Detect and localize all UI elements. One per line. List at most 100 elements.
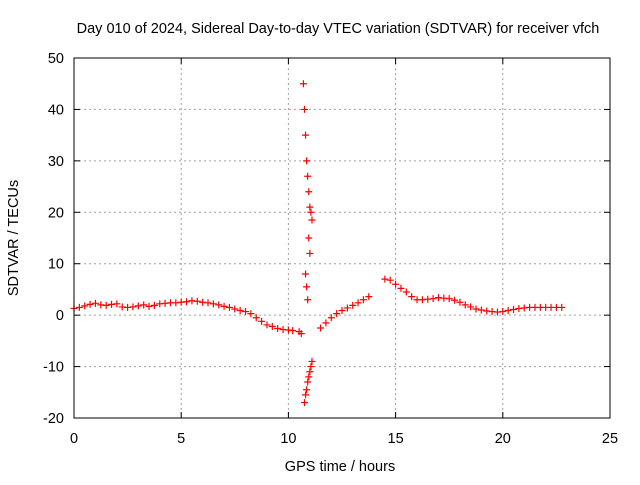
data-point [333, 310, 341, 318]
data-point [558, 303, 566, 311]
data-point [499, 308, 507, 316]
data-point [408, 293, 416, 301]
data-point [365, 293, 373, 301]
data-point [303, 386, 311, 394]
data-point [504, 307, 512, 315]
data-point [397, 284, 405, 292]
data-point [304, 172, 312, 180]
data-point [113, 300, 121, 308]
data-point [451, 296, 459, 304]
data-point [268, 322, 276, 330]
data-point [300, 399, 308, 407]
points-layer [70, 80, 566, 407]
data-point [510, 305, 518, 313]
data-point [343, 304, 351, 312]
data-point [258, 317, 266, 325]
x-tick-label: 15 [388, 431, 404, 447]
data-point [386, 276, 394, 284]
data-point [209, 300, 217, 308]
data-point [305, 373, 313, 381]
data-point [302, 391, 310, 399]
data-point [86, 300, 94, 308]
data-point [472, 305, 480, 313]
data-point [392, 280, 400, 288]
data-point [359, 296, 367, 304]
data-point [429, 295, 437, 303]
data-point [467, 303, 475, 311]
y-axis-label: SDTVAR / TECUs [6, 180, 22, 296]
data-point [306, 249, 314, 257]
data-point [317, 324, 325, 332]
data-point [307, 208, 315, 216]
data-point [289, 327, 297, 335]
ticks-layer: 0 5 10 15 20 25 -20 -10 0 10 20 30 40 50 [43, 51, 618, 447]
data-point [183, 298, 191, 306]
data-point [308, 357, 316, 365]
data-point [274, 325, 282, 333]
data-point [302, 131, 310, 139]
data-point [247, 310, 255, 318]
x-tick-label: 0 [70, 431, 78, 447]
y-tick-label: 30 [48, 154, 64, 170]
data-point [150, 301, 158, 309]
grid-layer [74, 58, 610, 418]
data-point [134, 302, 142, 310]
data-point [308, 216, 316, 224]
data-point [236, 307, 244, 315]
data-point [306, 368, 314, 376]
y-tick-label: 10 [48, 257, 64, 273]
data-point [354, 299, 362, 307]
y-tick-label: 40 [48, 102, 64, 118]
data-point [299, 80, 307, 88]
data-point [304, 378, 312, 386]
data-point [215, 301, 223, 309]
data-point [297, 330, 305, 338]
data-point [307, 363, 315, 371]
data-point [252, 314, 260, 322]
y-tick-label: 50 [48, 51, 64, 67]
data-point [263, 321, 271, 329]
data-point [402, 288, 410, 296]
data-point [300, 105, 308, 113]
x-axis-label: GPS time / hours [285, 459, 395, 475]
x-tick-label: 5 [177, 431, 185, 447]
x-tick-label: 10 [280, 431, 296, 447]
data-point [305, 234, 313, 242]
data-point [302, 270, 310, 278]
y-tick-label: 20 [48, 205, 64, 221]
data-point [91, 299, 99, 307]
data-point [349, 301, 357, 309]
data-point [81, 302, 89, 310]
y-tick-label: 0 [56, 308, 64, 324]
data-point [231, 305, 239, 313]
y-tick-label: -10 [43, 360, 64, 376]
plot-frame [73, 57, 611, 419]
x-tick-label: 25 [602, 431, 618, 447]
data-point [140, 301, 148, 309]
x-tick-label: 20 [495, 431, 511, 447]
data-point [305, 188, 313, 196]
data-point [303, 283, 311, 291]
data-point [304, 296, 312, 304]
data-point [306, 203, 314, 211]
data-point [129, 303, 137, 311]
data-point [445, 295, 453, 303]
data-point [477, 306, 485, 314]
data-point [327, 314, 335, 322]
data-point [338, 307, 346, 315]
data-point [461, 301, 469, 309]
data-point [204, 299, 212, 307]
data-point [242, 308, 250, 316]
data-point [322, 319, 330, 327]
data-point [220, 302, 228, 310]
data-point [456, 298, 464, 306]
data-point [303, 157, 311, 165]
data-point [75, 303, 83, 311]
data-point [193, 297, 201, 305]
chart-title: Day 010 of 2024, Sidereal Day-to-day VTE… [77, 21, 600, 37]
data-point [381, 275, 389, 283]
y-tick-label: -20 [43, 411, 64, 427]
